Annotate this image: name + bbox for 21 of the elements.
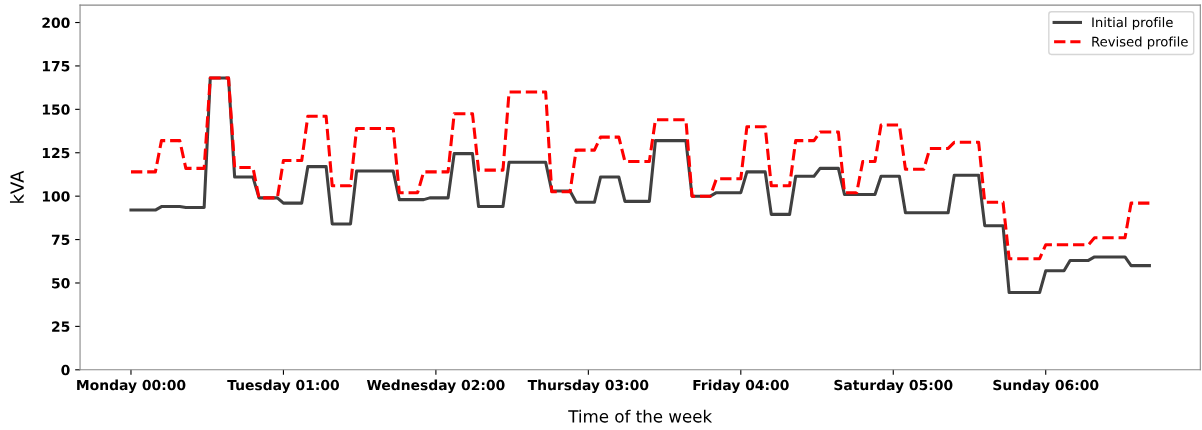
y-tick-label: 125 xyxy=(42,147,70,159)
x-tick-label: Sunday 06:00 xyxy=(993,379,1099,394)
y-tick-label: 50 xyxy=(52,277,70,289)
legend-label: Revised profile xyxy=(1092,36,1188,50)
y-tick-label: 150 xyxy=(42,104,70,115)
y-tick-label: 25 xyxy=(52,321,70,332)
y-axis-title: kVA xyxy=(9,170,24,203)
y-tick-label: 175 xyxy=(42,61,70,72)
x-tick-label: Thursday 03:00 xyxy=(527,379,649,394)
line-series xyxy=(129,76,1151,261)
y-tick-label: 0 xyxy=(61,364,70,376)
y-tick-label: 75 xyxy=(51,234,70,246)
x-tick-label: Wednesday 02:00 xyxy=(366,379,505,394)
x-tick-label: Tuesday 01:00 xyxy=(227,379,340,394)
x-tick-label: Friday 04:00 xyxy=(693,379,789,394)
x-tick-label: Saturday 05:00 xyxy=(834,379,953,394)
x-axis-title: Time of the week xyxy=(568,409,713,423)
legend-label: Initial profile xyxy=(1092,17,1173,30)
y-tick-label: 200 xyxy=(42,17,70,28)
x-tick-label: Monday 00:00 xyxy=(77,379,186,394)
y-tick-label: 100 xyxy=(42,191,70,202)
